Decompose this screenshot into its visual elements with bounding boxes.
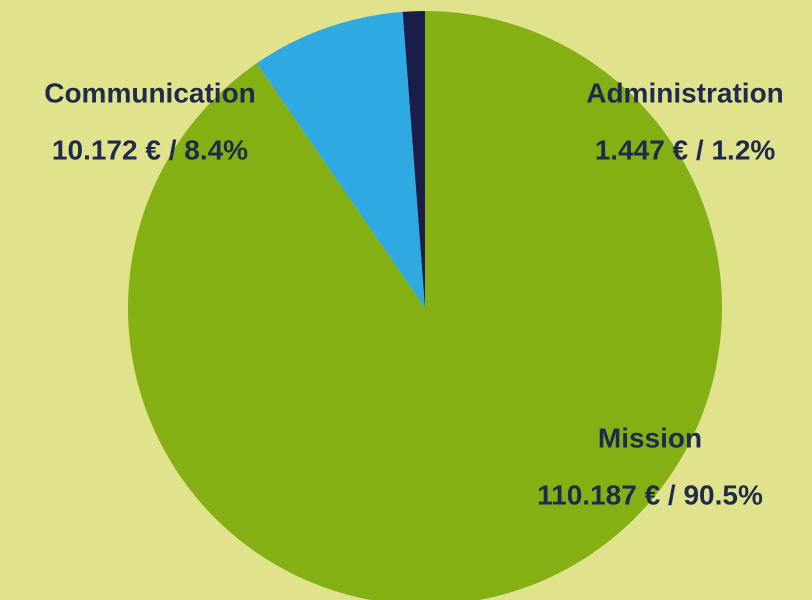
pie-slice (128, 11, 722, 600)
slice-value-label: 10.172 € / 8.4% (52, 134, 248, 165)
labels: Mission 110.187 € / 90.5% Communication 10.… (44, 77, 784, 510)
slice-label: Administration (586, 77, 784, 108)
pie-slice (256, 11, 425, 308)
slice-label: Mission (598, 422, 702, 453)
pie-slice (402, 11, 425, 308)
slice-label: Communication (44, 77, 256, 108)
slice-value-label: 1.447 € / 1.2% (595, 134, 776, 165)
pie (128, 11, 722, 600)
slice-value-label: 110.187 € / 90.5% (537, 479, 763, 510)
